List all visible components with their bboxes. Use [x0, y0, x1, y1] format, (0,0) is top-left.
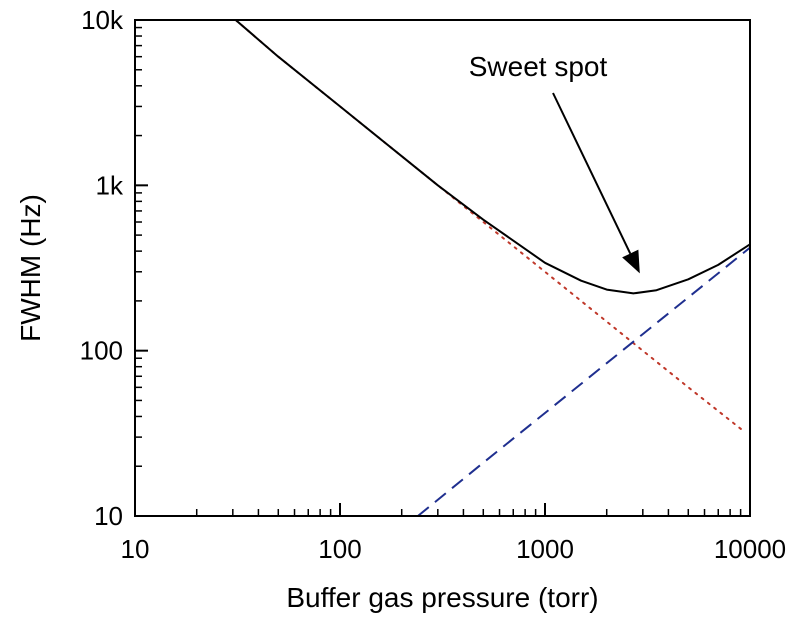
x-tick-label: 1000	[516, 534, 574, 564]
y-tick-labels: 10 100 1k 10k	[80, 5, 124, 531]
series-dotted-line	[234, 19, 747, 434]
axis-ticks	[134, 19, 751, 517]
series-group	[234, 19, 751, 517]
y-tick-label: 100	[80, 336, 123, 366]
sweet-spot-arrowhead	[622, 249, 640, 274]
x-tick-labels: 10 100 1000 10000	[121, 534, 787, 564]
x-tick-label: 10000	[714, 534, 786, 564]
x-axis-title: Buffer gas pressure (torr)	[286, 582, 598, 613]
series-dashed-line	[417, 246, 751, 517]
sweet-spot-arrow	[552, 92, 632, 254]
y-axis-title: FWHM (Hz)	[15, 194, 46, 342]
plot-frame	[134, 19, 751, 517]
sweet-spot-label: Sweet spot	[469, 51, 608, 82]
y-tick-label: 10	[94, 501, 123, 531]
y-tick-label: 10k	[81, 5, 124, 35]
series-solid-line	[235, 19, 751, 295]
x-tick-label: 10	[121, 534, 150, 564]
x-tick-label: 100	[318, 534, 361, 564]
y-tick-label: 1k	[96, 170, 124, 200]
